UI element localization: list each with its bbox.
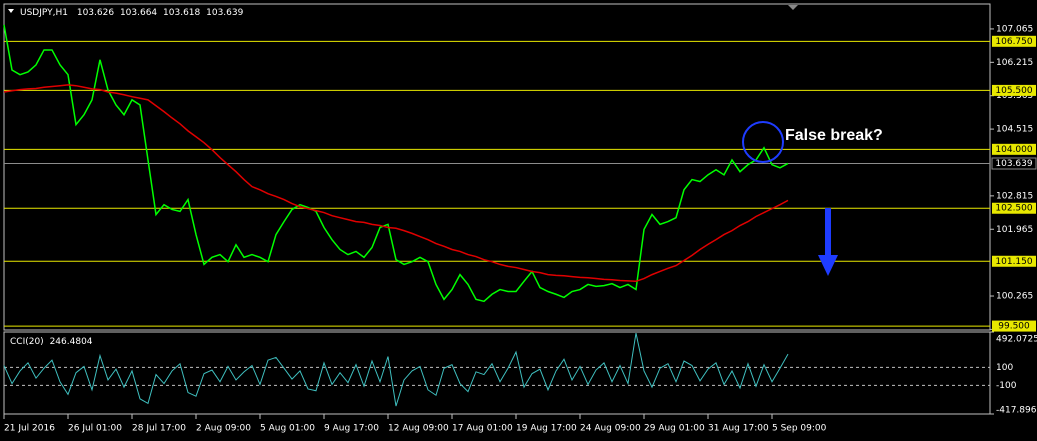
level-label: 104.000: [995, 145, 1032, 155]
series-line: [3, 84, 789, 283]
x-tick-label: 9 Aug 17:00: [324, 424, 379, 434]
series-line: [3, 332, 789, 407]
y-tick-label: 107.065: [996, 24, 1033, 34]
level-label: 105.500: [995, 86, 1032, 96]
chart-title: USDJPY,H1 103.626 103.664 103.618 103.63…: [20, 8, 244, 18]
level-label: 102.500: [995, 204, 1032, 214]
x-tick-label: 26 Jul 01:00: [68, 424, 122, 434]
current-price-box: [991, 157, 1037, 170]
cci-panel: [3, 331, 991, 415]
x-tick-label: 29 Aug 01:00: [644, 424, 705, 434]
level-label: 101.150: [995, 257, 1032, 267]
y-tick-label: 106.215: [996, 58, 1033, 68]
current-price-label: 103.639: [995, 159, 1032, 169]
x-tick-label: 5 Aug 01:00: [260, 424, 315, 434]
level-label-box: [992, 320, 1036, 332]
level-label-box: [992, 202, 1036, 214]
level-label-box: [992, 255, 1036, 267]
y-tick-label: -100: [996, 381, 1017, 391]
x-tick-label: 17 Aug 01:00: [452, 424, 513, 434]
price-panel: [3, 3, 991, 331]
y-tick-label: 492.0725: [996, 335, 1037, 345]
y-tick-label: 102.815: [996, 191, 1033, 201]
x-tick-label: 2 Aug 09:00: [196, 424, 251, 434]
y-tick-label: -417.8967: [996, 406, 1037, 416]
level-label: 106.750: [995, 37, 1032, 47]
y-tick-label: 104.515: [996, 125, 1033, 135]
y-tick-label: 105.365: [996, 91, 1033, 101]
indicator-value: 246.4804: [50, 337, 93, 347]
indicator-name: CCI(20): [10, 337, 44, 347]
ohlc-open: 103.626: [77, 8, 114, 18]
x-tick-label: 28 Jul 17:00: [132, 424, 186, 434]
level-label-box: [992, 143, 1036, 155]
series-line: [3, 24, 789, 303]
x-tick-label: 12 Aug 09:00: [388, 424, 449, 434]
annotation: False break?: [785, 127, 883, 144]
x-tick-label: 5 Sep 09:00: [772, 424, 827, 434]
y-tick-label: 101.965: [996, 225, 1033, 235]
x-tick-label: 19 Aug 17:00: [516, 424, 577, 434]
level-label: 99.500: [998, 322, 1030, 332]
level-label-box: [992, 35, 1036, 47]
arrow-shaft: [825, 208, 831, 258]
x-tick-label: 21 Jul 2016: [4, 424, 55, 434]
cci-title: CCI(20) 246.4804: [10, 337, 93, 347]
ohlc-high: 103.664: [120, 8, 157, 18]
level-label-box: [992, 84, 1036, 96]
x-tick-label: 24 Aug 09:00: [580, 424, 641, 434]
ohlc-low: 103.618: [163, 8, 200, 18]
menu-triangle: [8, 9, 14, 13]
shift-marker: [788, 5, 798, 10]
down-arrow: [818, 208, 838, 276]
ohlc-close: 103.639: [206, 8, 243, 18]
arrow-head: [818, 255, 838, 276]
y-tick-label: 100: [996, 363, 1013, 373]
x-tick-label: 31 Aug 17:00: [708, 424, 769, 434]
symbol: USDJPY,H1: [20, 8, 68, 18]
highlight-circle: [742, 121, 784, 163]
y-tick-label: 100.265: [996, 292, 1033, 302]
